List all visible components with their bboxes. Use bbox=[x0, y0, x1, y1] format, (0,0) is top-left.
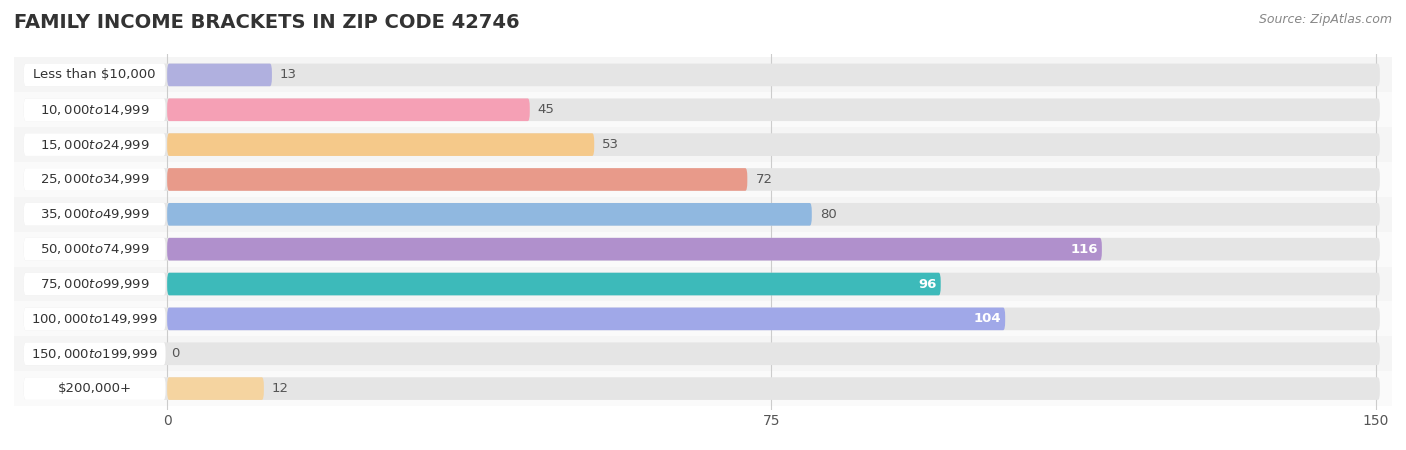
Text: 0: 0 bbox=[172, 347, 180, 360]
Text: 13: 13 bbox=[280, 68, 297, 81]
Text: 116: 116 bbox=[1070, 243, 1098, 256]
FancyBboxPatch shape bbox=[167, 377, 264, 400]
FancyBboxPatch shape bbox=[24, 168, 166, 191]
FancyBboxPatch shape bbox=[14, 336, 1392, 371]
FancyBboxPatch shape bbox=[24, 99, 166, 121]
FancyBboxPatch shape bbox=[14, 232, 1392, 266]
Text: $35,000 to $49,999: $35,000 to $49,999 bbox=[39, 207, 149, 221]
Text: $50,000 to $74,999: $50,000 to $74,999 bbox=[39, 242, 149, 256]
FancyBboxPatch shape bbox=[14, 58, 1392, 92]
Text: $200,000+: $200,000+ bbox=[58, 382, 132, 395]
FancyBboxPatch shape bbox=[14, 92, 1392, 127]
Text: $75,000 to $99,999: $75,000 to $99,999 bbox=[39, 277, 149, 291]
FancyBboxPatch shape bbox=[24, 273, 1379, 295]
Text: 104: 104 bbox=[973, 312, 1001, 325]
FancyBboxPatch shape bbox=[167, 63, 271, 86]
FancyBboxPatch shape bbox=[24, 377, 166, 400]
FancyBboxPatch shape bbox=[24, 203, 1379, 225]
FancyBboxPatch shape bbox=[14, 371, 1392, 406]
FancyBboxPatch shape bbox=[167, 307, 1005, 330]
Text: FAMILY INCOME BRACKETS IN ZIP CODE 42746: FAMILY INCOME BRACKETS IN ZIP CODE 42746 bbox=[14, 14, 520, 32]
Text: $10,000 to $14,999: $10,000 to $14,999 bbox=[39, 103, 149, 117]
FancyBboxPatch shape bbox=[14, 127, 1392, 162]
Text: $25,000 to $34,999: $25,000 to $34,999 bbox=[39, 172, 149, 186]
Text: 45: 45 bbox=[538, 103, 555, 116]
FancyBboxPatch shape bbox=[24, 377, 1379, 400]
FancyBboxPatch shape bbox=[14, 266, 1392, 302]
FancyBboxPatch shape bbox=[24, 238, 166, 261]
FancyBboxPatch shape bbox=[167, 99, 530, 121]
Text: $100,000 to $149,999: $100,000 to $149,999 bbox=[31, 312, 157, 326]
FancyBboxPatch shape bbox=[24, 63, 1379, 86]
FancyBboxPatch shape bbox=[24, 133, 1379, 156]
FancyBboxPatch shape bbox=[24, 273, 166, 295]
FancyBboxPatch shape bbox=[14, 162, 1392, 197]
FancyBboxPatch shape bbox=[24, 168, 1379, 191]
Text: 80: 80 bbox=[820, 208, 837, 221]
FancyBboxPatch shape bbox=[167, 203, 811, 225]
FancyBboxPatch shape bbox=[24, 342, 166, 365]
Text: 72: 72 bbox=[755, 173, 772, 186]
FancyBboxPatch shape bbox=[14, 197, 1392, 232]
FancyBboxPatch shape bbox=[167, 168, 748, 191]
Text: Source: ZipAtlas.com: Source: ZipAtlas.com bbox=[1258, 14, 1392, 27]
FancyBboxPatch shape bbox=[24, 307, 1379, 330]
FancyBboxPatch shape bbox=[24, 307, 166, 330]
FancyBboxPatch shape bbox=[24, 133, 166, 156]
Text: $15,000 to $24,999: $15,000 to $24,999 bbox=[39, 138, 149, 152]
FancyBboxPatch shape bbox=[24, 99, 1379, 121]
Text: $150,000 to $199,999: $150,000 to $199,999 bbox=[31, 347, 157, 361]
FancyBboxPatch shape bbox=[167, 133, 595, 156]
FancyBboxPatch shape bbox=[24, 342, 1379, 365]
FancyBboxPatch shape bbox=[167, 238, 1102, 261]
Text: 96: 96 bbox=[918, 278, 936, 291]
FancyBboxPatch shape bbox=[24, 238, 1379, 261]
FancyBboxPatch shape bbox=[24, 203, 166, 225]
Text: 12: 12 bbox=[271, 382, 288, 395]
Text: Less than $10,000: Less than $10,000 bbox=[34, 68, 156, 81]
Text: 53: 53 bbox=[602, 138, 619, 151]
FancyBboxPatch shape bbox=[14, 302, 1392, 336]
FancyBboxPatch shape bbox=[24, 63, 166, 86]
FancyBboxPatch shape bbox=[167, 273, 941, 295]
